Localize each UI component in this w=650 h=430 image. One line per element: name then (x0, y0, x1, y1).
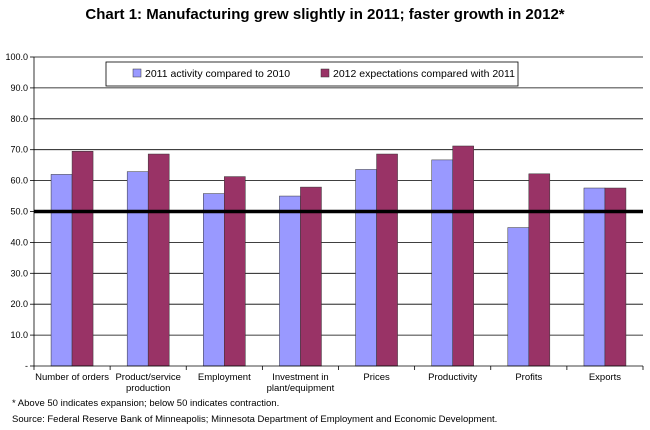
y-tick-label: 30.0 (10, 268, 28, 278)
category-label: Product/service (115, 372, 180, 383)
bar-activity-2011 (431, 159, 453, 367)
bar-expectations-2012 (604, 187, 627, 367)
legend-label: 2011 activity compared to 2010 (145, 68, 290, 80)
category-label: Profits (515, 372, 542, 383)
legend-swatch (132, 68, 142, 78)
y-axis-ticks: - 10.0 20.0 30.0 40.0 50.0 60.0 70.0 80.0 90.0 100… (5, 52, 34, 371)
category-label: Productivity (428, 372, 477, 383)
legend-label: 2012 expectations compared with 2011 (333, 68, 515, 80)
chart-title: Chart 1: Manufacturing grew slightly in … (85, 6, 564, 23)
bar-activity-2011 (203, 193, 225, 367)
bar-activity-2011 (583, 187, 606, 367)
y-tick-label: 10.0 (10, 330, 28, 340)
y-tick-label: 40.0 (10, 237, 28, 247)
x-axis-labels: Number of orders Product/serviceproductio… (35, 372, 621, 394)
y-tick-label: 60.0 (10, 176, 28, 186)
bar-expectations-2012 (376, 153, 398, 367)
bar-expectations-2012 (71, 150, 94, 367)
legend-box (105, 61, 519, 87)
y-tick-label: 80.0 (10, 114, 28, 124)
category-label: Number of orders (35, 372, 109, 383)
y-tick-label: 70.0 (10, 145, 28, 155)
footnote: * Above 50 indicates expansion; below 50… (12, 398, 279, 409)
bar-activity-2011 (126, 171, 149, 367)
gridlines (34, 56, 643, 336)
category-label: Prices (363, 372, 390, 383)
bar-expectations-2012 (300, 186, 322, 367)
bar-expectations-2012 (147, 153, 170, 367)
category-label: Investment in (272, 372, 329, 383)
y-tick-label: 50.0 (10, 207, 28, 217)
category-label: plant/equipment (267, 383, 335, 394)
y-tick-label: 100.0 (5, 52, 28, 62)
source-note: Source: Federal Reserve Bank of Minneapo… (12, 414, 497, 425)
legend-swatch (320, 68, 330, 78)
y-tick-label: - (25, 361, 28, 371)
bar-activity-2011 (507, 227, 530, 367)
category-label: production (126, 383, 170, 394)
bar-activity-2011 (355, 169, 377, 367)
legend: 2011 activity compared to 2010 2012 expec… (105, 61, 519, 87)
bar-expectations-2012 (224, 176, 246, 367)
axes (33, 57, 644, 370)
bar-expectations-2012 (528, 173, 551, 367)
category-label: Exports (589, 372, 621, 383)
y-tick-label: 90.0 (10, 83, 28, 93)
category-label: Employment (198, 372, 251, 383)
y-tick-label: 20.0 (10, 299, 28, 309)
bar-activity-2011 (50, 174, 73, 367)
bar-expectations-2012 (452, 145, 474, 367)
bars (50, 145, 627, 367)
bar-activity-2011 (279, 195, 301, 367)
